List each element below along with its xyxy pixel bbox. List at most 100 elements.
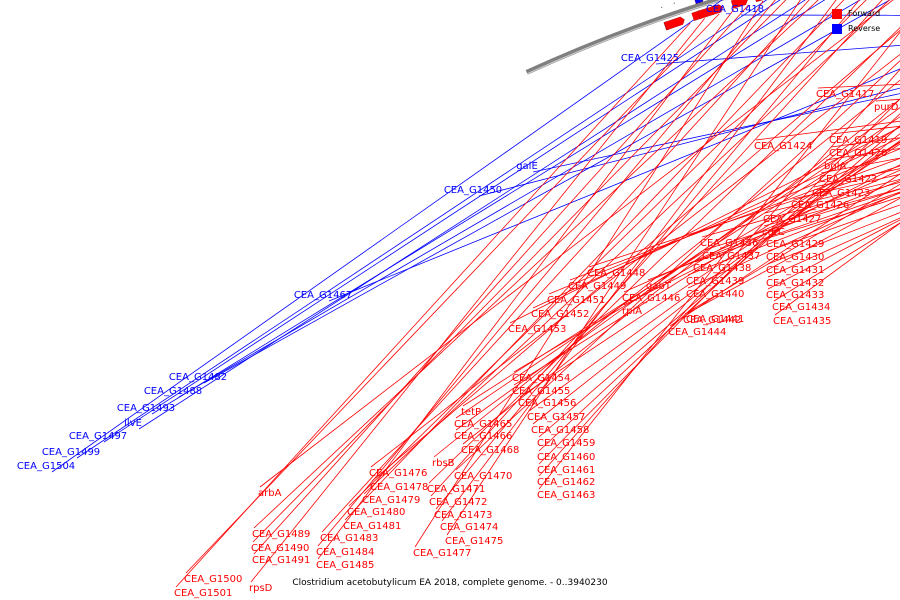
forward-gene-label: CEA_G1489 (252, 529, 310, 540)
leader-line (538, 68, 900, 477)
leader-line (185, 13, 720, 574)
forward-gene-label: CEA_G1448 (587, 268, 645, 279)
forward-gene-label: CEA_G1435 (773, 316, 831, 327)
leader-line (103, 0, 781, 443)
forward-gene-label: CEA_G1429 (766, 239, 824, 250)
forward-gene-label: CEA_G1440 (686, 289, 744, 300)
leader-line (669, 173, 900, 327)
forward-gene-label: CEA_G1452 (531, 309, 589, 320)
leader-line (532, 137, 900, 309)
reverse-gene (693, 0, 705, 5)
forward-gene-label: CEA_G1485 (316, 560, 374, 571)
forward-gene-label: CEA_G1481 (343, 521, 401, 532)
reverse-gene-label: CEA_G1418 (706, 4, 764, 15)
leader-line (414, 0, 764, 548)
forward-gene-label: CEA_G1430 (766, 252, 824, 263)
forward-gene-label: CEA_G1455 (512, 386, 570, 397)
leader-line (178, 0, 861, 398)
leader-line (687, 192, 900, 289)
forward-gene-label: CEA_G1439 (686, 276, 744, 287)
reverse-gene-label: ilvE (124, 418, 142, 429)
leader-line (455, 60, 900, 471)
forward-gene-label: CEA_G1441 (686, 314, 744, 325)
forward-gene-label: CEA_G1460 (537, 452, 595, 463)
leader-line (684, 183, 900, 315)
forward-gene-label: CEA_G1463 (537, 490, 595, 501)
forward-gene-label: CEA_G1476 (369, 468, 427, 479)
leader-line (532, 93, 900, 173)
leader-line (253, 4, 749, 555)
leader-line (687, 192, 900, 276)
genome-backbone (527, 0, 724, 75)
leader-line (328, 68, 900, 302)
leader-line (428, 27, 900, 484)
forward-gene-label: CEA_G1483 (320, 533, 378, 544)
blue-square-icon (832, 23, 842, 34)
leader-line (363, 0, 890, 495)
forward-gene-label: purD (874, 102, 899, 113)
reverse-gene-label: CEA_G1482 (169, 372, 227, 383)
forward-gene-label: CEA_G1468 (461, 445, 519, 456)
leader-line (767, 204, 900, 252)
leader-line (317, 0, 776, 547)
forward-gene-label: rpsD (249, 583, 273, 594)
forward-gene-label: CEA_G1437 (702, 251, 760, 262)
forward-gene-label: CEA_G1420 (829, 148, 887, 159)
leader-line (767, 212, 900, 265)
forward-gene-label: CEA_G1462 (537, 477, 595, 488)
forward-gene-label: rbsB (432, 458, 455, 469)
forward-gene (664, 16, 685, 31)
leader-line (687, 197, 900, 314)
forward-gene-label: CEA_G1433 (766, 290, 824, 301)
reverse-gene-label: CEA_G1497 (69, 431, 127, 442)
leader-line (773, 222, 900, 302)
forward-gene-label: CEA_G1465 (454, 419, 512, 430)
leader-line (430, 0, 883, 497)
leader-line (767, 219, 900, 290)
forward-gene-label: CEA_G1423 (812, 188, 870, 199)
genome-backbone (525, 0, 726, 75)
forward-gene-label: CEA_G1480 (347, 507, 405, 518)
leader-line (203, 0, 891, 384)
leader-line (259, 0, 894, 488)
forward-gene-label: CEA_G1484 (316, 547, 374, 558)
leader-line (538, 98, 900, 465)
forward-gene-label: CEA_G1419 (829, 135, 887, 146)
legend-label-forward: Forward (848, 9, 881, 18)
reverse-gene-label: CEA_G1450 (444, 185, 502, 196)
leader-line (655, 44, 900, 65)
leader-line (774, 222, 900, 316)
reverse-gene-label: CEA_G1493 (117, 403, 175, 414)
forward-gene-label: CEA_G1442 (683, 315, 741, 326)
forward-gene-label: CEA_G1454 (512, 373, 570, 384)
forward-gene-label: CEA_G1436 (700, 238, 758, 249)
leader-line (569, 157, 900, 281)
leader-line (588, 165, 900, 268)
minor-tick (661, 6, 663, 9)
reverse-gene-label: CEA_G1504 (17, 461, 75, 472)
forward-gene-label: CEA_G1470 (454, 471, 512, 482)
forward-gene-label: CEA_G1451 (547, 295, 605, 306)
leader-line (51, 0, 723, 473)
forward-gene-label: CEA_G1434 (772, 302, 830, 313)
forward-gene-label: CEA_G1417 (816, 89, 874, 100)
minor-tick (673, 2, 675, 4)
leader-line (321, 0, 810, 533)
forward-gene-label: CEA_G1457 (527, 412, 585, 423)
forward-gene-label: CEA_G1422 (819, 174, 877, 185)
forward-gene-label: CEA_G1491 (252, 555, 310, 566)
forward-gene-label: CEA_G1432 (766, 278, 824, 289)
leader-line (462, 98, 900, 445)
legend-item-reverse: Reverse (832, 21, 892, 36)
forward-gene-label: CEA_G1438 (693, 263, 751, 274)
leader-line (519, 143, 900, 398)
leader-line (528, 140, 900, 412)
forward-gene-label: CEA_G1471 (427, 484, 485, 495)
leader-line (151, 0, 826, 415)
forward-gene-label: CEA_G1453 (508, 324, 566, 335)
leader-line (538, 113, 900, 452)
forward-gene-label: CEA_G1426 (791, 200, 849, 211)
forward-gene-label: CEA_G1466 (454, 431, 512, 442)
forward-gene-label: bglA (824, 161, 846, 172)
